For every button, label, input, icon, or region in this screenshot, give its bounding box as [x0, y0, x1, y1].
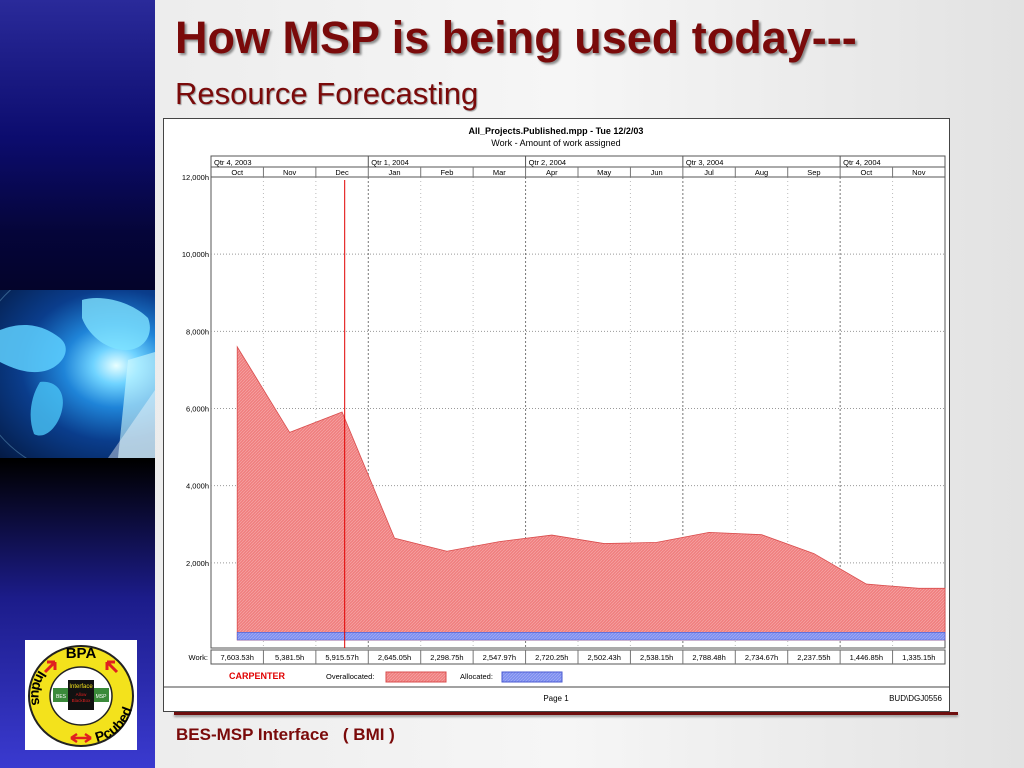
work-row-label: Work:: [189, 653, 208, 662]
month-label: Oct: [231, 168, 244, 177]
chart-title: All_Projects.Published.mpp - Tue 12/2/03: [469, 126, 644, 136]
month-label: Sep: [807, 168, 820, 177]
quarter-label: Qtr 2, 2004: [529, 158, 567, 167]
work-value: 2,538.15h: [640, 653, 673, 662]
svg-text:BES: BES: [56, 694, 67, 700]
legend-label-overallocated: Overallocated:: [326, 672, 374, 681]
quarter-label: Qtr 1, 2004: [371, 158, 409, 167]
work-value: 2,734.67h: [745, 653, 778, 662]
month-label: Aug: [755, 168, 768, 177]
logo-center-box: [68, 680, 94, 710]
month-label: Feb: [440, 168, 453, 177]
bpa-logo-graphic: BPA Indus Pcubed BES MSP Interface Allow…: [28, 645, 135, 747]
month-label: Nov: [912, 168, 926, 177]
month-label: Apr: [546, 168, 558, 177]
quarter-label: Qtr 4, 2003: [214, 158, 252, 167]
y-tick-label: 6,000h: [186, 405, 209, 414]
month-label: Dec: [335, 168, 349, 177]
work-value: 2,645.05h: [378, 653, 411, 662]
logo-chip-bes: [53, 688, 69, 702]
y-tick-label: 12,000h: [182, 173, 209, 182]
resource-graph: All_Projects.Published.mpp - Tue 12/2/03…: [164, 126, 949, 703]
logo-arrow-icon: [70, 732, 92, 744]
work-value: 2,720.25h: [535, 653, 568, 662]
page-number: Page 1: [543, 694, 569, 703]
legend-swatch-overallocated: [385, 671, 447, 683]
logo-center-title: Interface: [69, 684, 93, 690]
work-value: 2,298.75h: [430, 653, 463, 662]
globe-image: [0, 290, 155, 458]
work-value: 2,237.55h: [797, 653, 830, 662]
slide-title: How MSP is being used today---: [175, 12, 857, 63]
logo-arrow-icon: [43, 660, 57, 674]
footer-title: BES-MSP Interface ( BMI ): [176, 725, 395, 744]
quarter-label: Qtr 4, 2004: [843, 158, 881, 167]
svg-text:MSP: MSP: [96, 694, 108, 700]
month-label: Nov: [283, 168, 297, 177]
work-value: 1,446.85h: [850, 653, 883, 662]
month-label: Oct: [861, 168, 874, 177]
series-overallocated-area: [236, 345, 946, 641]
quarter-label: Qtr 3, 2004: [686, 158, 724, 167]
bpa-logo: BPA Indus Pcubed BES MSP Interface Allow…: [25, 640, 137, 750]
y-tick-label: 2,000h: [186, 559, 209, 568]
month-label: May: [597, 168, 611, 177]
svg-text:BlackBox: BlackBox: [72, 698, 92, 703]
svg-text:Allow: Allow: [76, 692, 88, 697]
y-tick-label: 8,000h: [186, 327, 209, 336]
logo-arrow-icon: [105, 660, 119, 674]
work-value: 7,603.53h: [221, 653, 254, 662]
work-value: 5,915.57h: [325, 653, 358, 662]
series-allocated-area: [236, 631, 946, 641]
work-value: 1,335.15h: [902, 653, 935, 662]
resource-name: CARPENTER: [229, 671, 286, 681]
slide-subtitle: Resource Forecasting: [175, 76, 479, 111]
y-tick-label: 10,000h: [182, 250, 209, 259]
month-label: Jun: [651, 168, 663, 177]
page-code: BUD\DGJ0556: [889, 694, 942, 703]
work-value: 2,547.97h: [483, 653, 516, 662]
logo-top-word: BPA: [66, 645, 97, 662]
resource-chart-panel: All_Projects.Published.mpp - Tue 12/2/03…: [163, 118, 950, 712]
logo-chip-msp: [93, 688, 109, 702]
footer-divider: [174, 712, 958, 715]
chart-subtitle: Work - Amount of work assigned: [491, 138, 620, 148]
legend-label-allocated: Allocated:: [460, 672, 493, 681]
work-value: 2,788.48h: [692, 653, 725, 662]
month-label: Mar: [493, 168, 506, 177]
month-label: Jul: [704, 168, 714, 177]
work-value: 5,381.5h: [275, 653, 304, 662]
work-value: 2,502.43h: [588, 653, 621, 662]
month-label: Jan: [388, 168, 400, 177]
legend-swatch-allocated: [501, 671, 563, 683]
y-tick-label: 4,000h: [186, 482, 209, 491]
globe-map-graphic: [0, 290, 155, 458]
